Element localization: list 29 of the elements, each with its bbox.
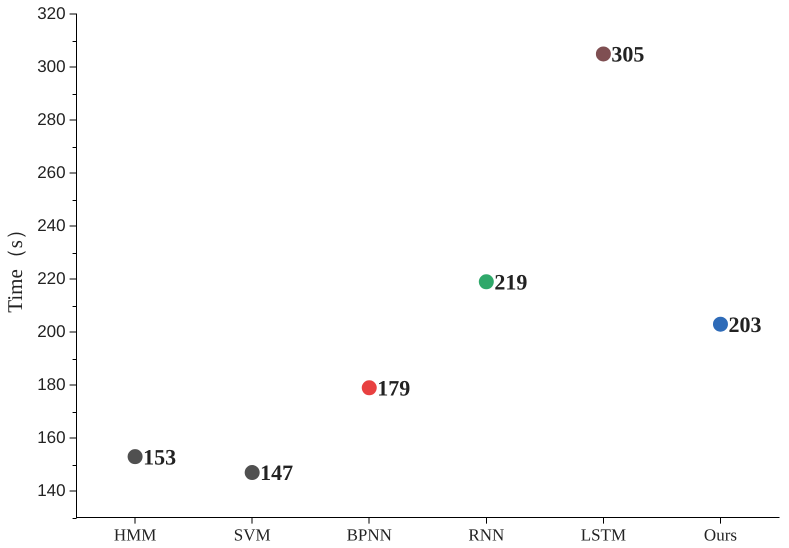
data-label: 305 [611, 42, 644, 67]
point [362, 380, 377, 396]
x-tick-label: RNN [468, 525, 504, 544]
x-tick-label: BPNN [346, 525, 392, 544]
x-tick-label: Ours [704, 525, 737, 544]
y-tick-label: 320 [37, 4, 66, 23]
y-tick-label: 180 [37, 374, 66, 394]
point [596, 46, 611, 62]
y-axis-title: Time（s） [3, 219, 28, 313]
y-tick-label: 140 [37, 480, 66, 500]
data-label: 153 [143, 444, 176, 470]
point [712, 316, 728, 332]
data-label: 203 [728, 312, 762, 337]
y-tick-label: 260 [37, 162, 66, 182]
point [244, 465, 260, 480]
y-tick-label: 280 [37, 110, 66, 129]
y-tick-label: 300 [37, 56, 66, 76]
x-tick-label: HMM [114, 525, 156, 544]
y-tick-label: 160 [37, 428, 66, 447]
data-label: 147 [260, 460, 294, 486]
y-tick-label: 200 [37, 322, 66, 341]
point [128, 449, 143, 464]
x-tick-label: SVM [234, 525, 271, 544]
y-tick-label: 220 [37, 268, 66, 288]
data-label: 219 [494, 269, 528, 294]
point [478, 274, 494, 290]
x-tick-label: LSTM [580, 525, 626, 544]
y-tick-label: 240 [37, 216, 66, 235]
data-label: 179 [377, 375, 410, 400]
